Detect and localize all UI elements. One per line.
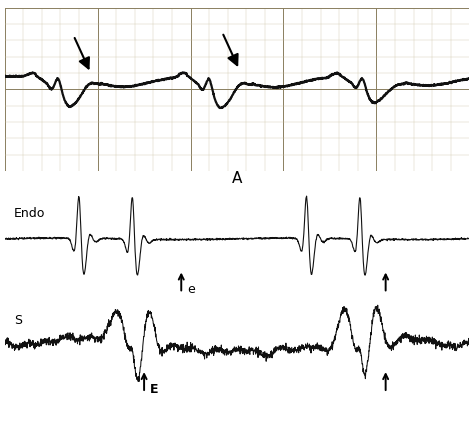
Text: A: A bbox=[232, 171, 242, 186]
Text: Endo: Endo bbox=[14, 207, 46, 220]
Text: e: e bbox=[187, 283, 195, 295]
Text: E: E bbox=[150, 382, 159, 395]
Text: S: S bbox=[14, 313, 22, 326]
